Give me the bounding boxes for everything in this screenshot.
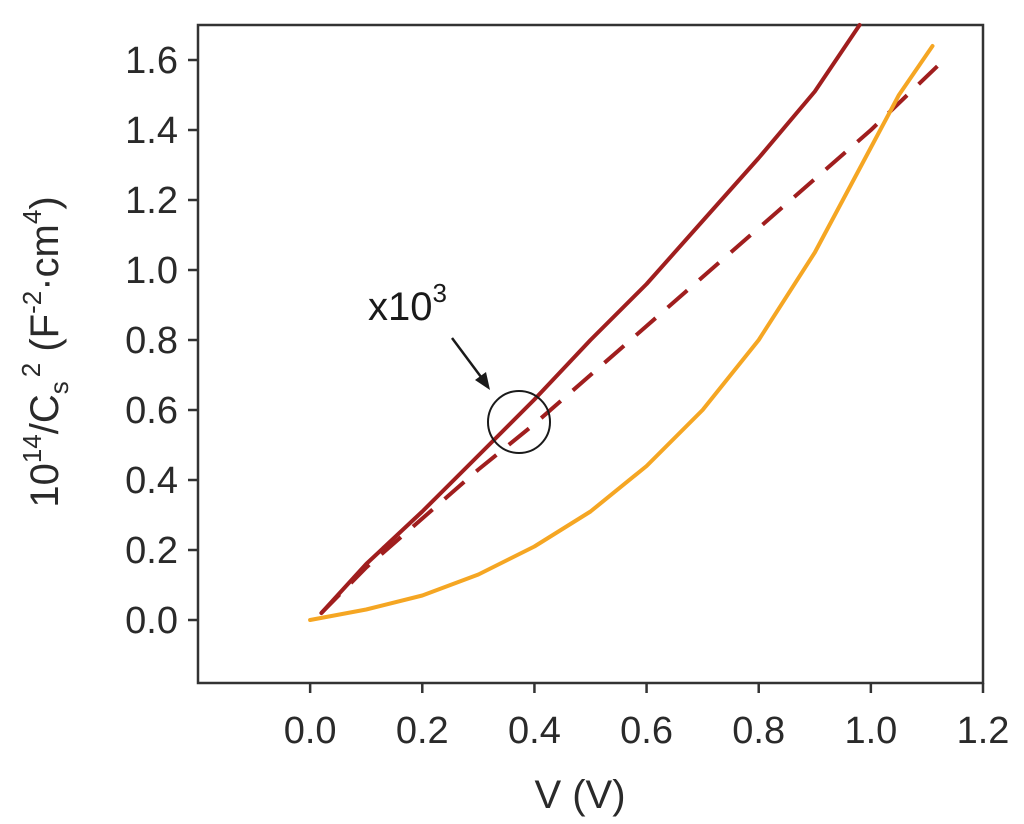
- y-axis: 0.0 0.2 0.4 0.6 0.8 1.0 1.2 1.4 1.6: [125, 40, 198, 642]
- y-title-unit-mid: ·cm: [23, 224, 67, 291]
- annotation-base: x10: [368, 285, 433, 329]
- y-title-mid: /C: [23, 394, 67, 434]
- annotation-label: x103: [368, 278, 447, 329]
- y-tick-label: 0.6: [125, 390, 178, 432]
- x-tick-label: 1.2: [957, 710, 1010, 752]
- plot-frame: [196, 23, 985, 685]
- y-axis-title: 1014/Cs 2 (F-2·cm4): [16, 196, 74, 507]
- series-line-2: [319, 58, 946, 615]
- y-tick-label: 0.4: [125, 460, 178, 502]
- x-axis-title: V (V): [534, 773, 625, 817]
- series-line-3: [308, 44, 935, 622]
- y-tick-label: 0.8: [125, 320, 178, 362]
- x-tick-label: 0.6: [620, 710, 673, 752]
- annotation-exp: 3: [433, 278, 447, 308]
- y-title-sub: s: [44, 381, 74, 394]
- annotation: x103: [368, 278, 551, 454]
- y-title-sup: 2: [16, 363, 46, 377]
- y-title-base: 10: [23, 463, 67, 508]
- annotation-arrowhead: [475, 372, 490, 390]
- y-tick-label: 0.2: [125, 530, 178, 572]
- x-tick-label: 0.0: [284, 710, 337, 752]
- y-title-exp: 14: [17, 434, 47, 463]
- y-tick-label: 1.4: [125, 110, 178, 152]
- x-tick-label: 0.4: [508, 710, 561, 752]
- y-title-unit-exp2: 4: [17, 210, 47, 224]
- y-title-unit-exp1: -2: [17, 291, 47, 314]
- annotation-circle: [487, 390, 551, 454]
- x-tick-label: 0.8: [732, 710, 785, 752]
- y-title-unit-open: (F: [23, 314, 67, 363]
- y-tick-label: 1.6: [125, 40, 178, 82]
- y-title-unit-close: ): [23, 196, 67, 209]
- x-tick-label: 0.2: [396, 710, 449, 752]
- y-tick-label: 0.0: [125, 600, 178, 642]
- x-axis: 0.0 0.2 0.4 0.6 0.8 1.0 1.2: [284, 683, 1010, 752]
- series-layer: [308, 23, 946, 622]
- y-tick-label: 1.0: [125, 250, 178, 292]
- x-tick-label: 1.0: [844, 710, 897, 752]
- series-line-1: [319, 23, 862, 615]
- y-tick-label: 1.2: [125, 180, 178, 222]
